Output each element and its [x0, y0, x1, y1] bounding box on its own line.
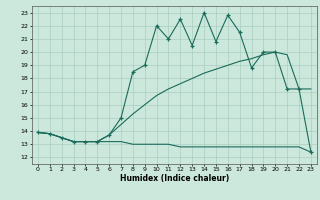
X-axis label: Humidex (Indice chaleur): Humidex (Indice chaleur) — [120, 174, 229, 183]
